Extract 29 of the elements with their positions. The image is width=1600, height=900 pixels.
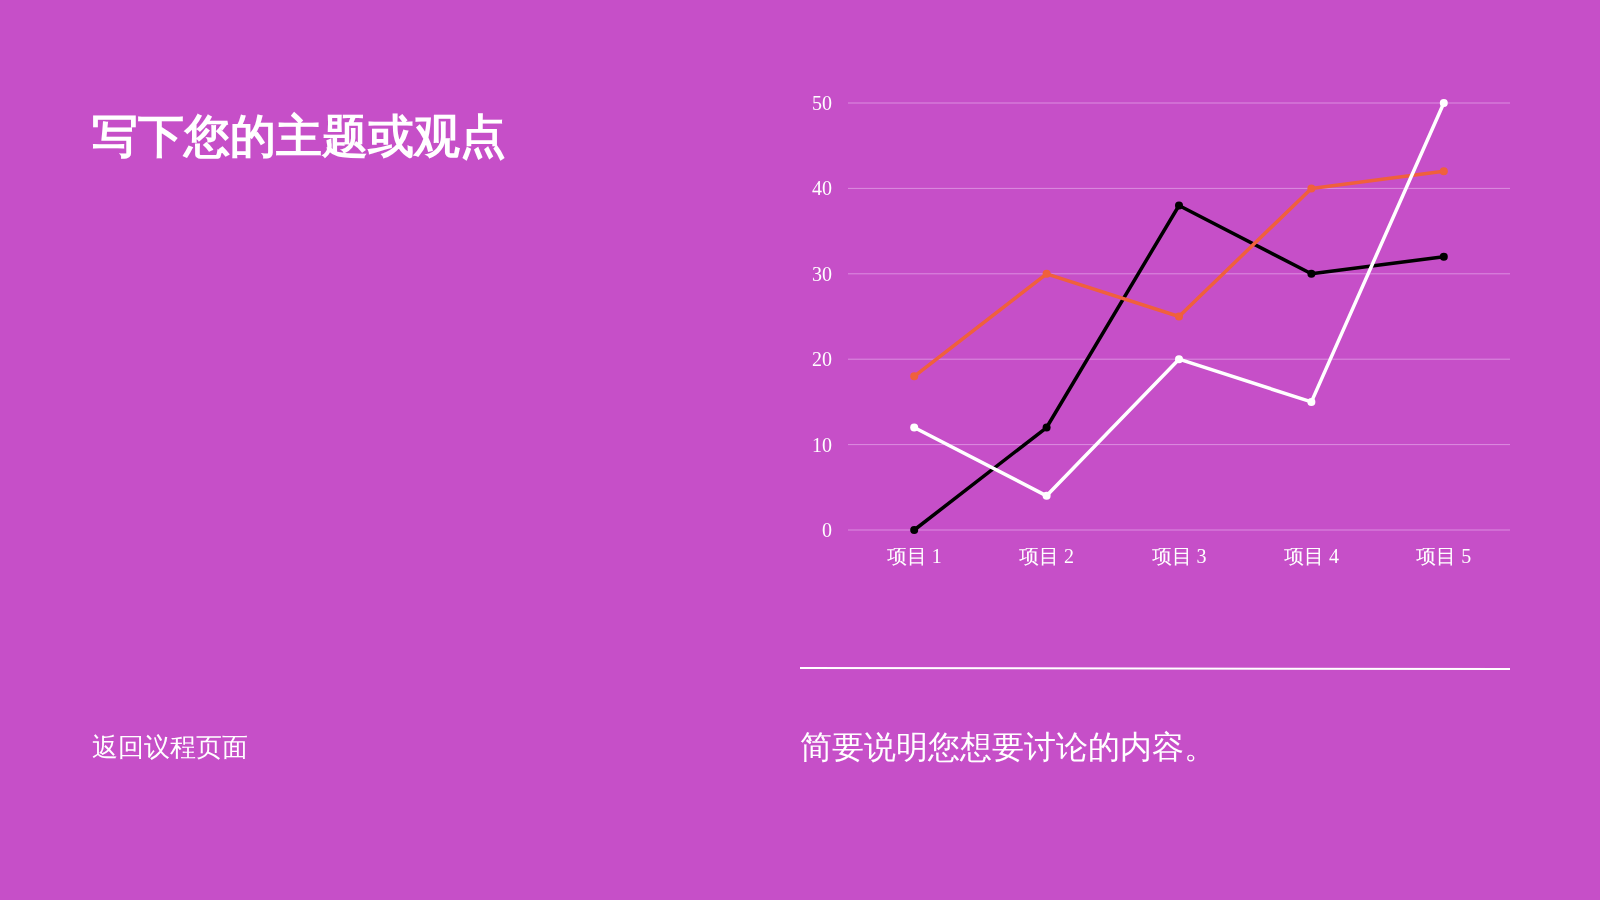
y-tick-label: 20 [812, 348, 832, 371]
point [1307, 269, 1316, 278]
point [1042, 491, 1051, 500]
x-tick-label: 项目 1 [886, 545, 942, 567]
x-tick-label: 项目 2 [1019, 545, 1075, 567]
point [910, 372, 919, 381]
point [1439, 167, 1448, 176]
point [910, 423, 919, 432]
point [1175, 201, 1183, 210]
point [1175, 355, 1183, 364]
point [1307, 184, 1316, 193]
y-tick-label: 40 [812, 177, 832, 200]
point [1307, 397, 1316, 406]
y-tick-label: 10 [812, 433, 832, 456]
text: 写下您的主题或观点 [92, 111, 506, 162]
point [1439, 252, 1448, 261]
point [1175, 312, 1183, 321]
text: 简要说明您想要讨论的内容。 [800, 729, 1216, 765]
y-tick-label: 30 [812, 262, 832, 285]
point [1042, 423, 1051, 432]
point [910, 526, 919, 534]
x-tick-label: 项目 4 [1283, 545, 1339, 567]
x-tick-label: 项目 5 [1416, 545, 1472, 567]
x-tick-label: 项目 3 [1151, 545, 1207, 567]
point [1439, 99, 1448, 107]
point [1042, 269, 1051, 278]
y-tick-label: 0 [822, 519, 832, 541]
y-tick-label: 50 [812, 92, 832, 114]
text: 返回议程页面 [92, 733, 248, 762]
